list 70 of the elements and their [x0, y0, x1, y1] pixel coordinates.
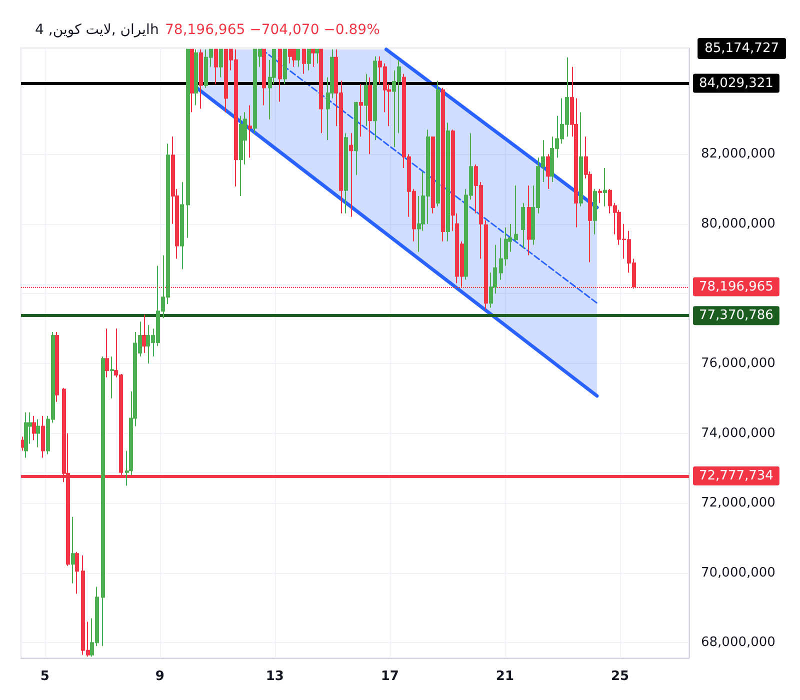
x-tick-label: 21	[496, 669, 514, 684]
candlestick	[446, 122, 450, 242]
candlestick	[579, 112, 583, 207]
candlestick	[593, 188, 597, 235]
candlestick	[302, 48, 306, 74]
x-tick-label: 17	[380, 669, 399, 684]
candlestick	[431, 136, 435, 214]
candlestick	[315, 48, 319, 64]
candlestick	[292, 48, 296, 68]
candlestick	[319, 48, 323, 134]
candlestick	[186, 48, 190, 238]
candlestick	[373, 56, 377, 141]
x-tick-label: 25	[610, 669, 630, 684]
text: 85,174,727	[704, 41, 780, 56]
chart-title: ایران ,لایت کوین, 4h	[35, 22, 159, 38]
candlestick	[441, 87, 445, 242]
candlestick	[194, 48, 198, 106]
candlestick	[527, 184, 531, 256]
candlestick	[278, 48, 282, 102]
candlestick	[349, 132, 353, 218]
candlestick	[288, 48, 292, 64]
y-tick-label: 80,000,000	[701, 216, 776, 232]
y-tick-label: 68,000,000	[701, 635, 776, 650]
candlestick	[248, 104, 252, 158]
ref-line-label: 72,777,734	[699, 468, 774, 484]
ref-line-label: 77,370,786	[699, 308, 774, 324]
candlestick	[219, 48, 223, 78]
y-tick-label: 76,000,000	[701, 356, 776, 371]
x-tick-label: 5	[40, 669, 50, 684]
candlestick	[296, 48, 300, 68]
candlestick	[307, 48, 311, 71]
candlestick	[101, 356, 105, 647]
candlestick	[521, 202, 525, 249]
candlestick	[55, 332, 59, 402]
candlestick	[41, 415, 45, 458]
candlestick	[364, 73, 368, 127]
candlestick	[368, 76, 372, 155]
candlestick	[180, 182, 184, 270]
candlestick	[142, 314, 146, 354]
candlestick	[32, 415, 36, 441]
ref-line-label: 78,196,965	[699, 279, 774, 294]
candlestick	[36, 418, 40, 448]
y-tick-label: 82,000,000	[701, 146, 776, 162]
y-tick-label: 70,000,000	[701, 565, 776, 580]
candlestick	[546, 154, 550, 190]
candlestick	[71, 516, 75, 584]
candlestick	[359, 84, 363, 138]
candlestick	[214, 48, 218, 85]
candlestick	[239, 115, 243, 196]
candlestick	[190, 48, 194, 113]
candlestick	[105, 328, 109, 378]
x-tick-label: 9	[155, 669, 164, 684]
candlestick	[199, 48, 203, 110]
candlestick	[262, 48, 266, 106]
candlestick	[603, 168, 607, 207]
candlestick	[354, 101, 358, 176]
y-tick-label: 72,000,000	[701, 496, 776, 511]
y-tick-label: 74,000,000	[701, 426, 776, 441]
x-tick-label: 13	[266, 669, 284, 684]
candlestick	[436, 80, 440, 207]
candlestick	[514, 184, 518, 242]
candlestick	[311, 48, 315, 68]
chart-subtitle: 78,196,965 −704,070 −0.89%	[165, 22, 380, 38]
candlestick	[110, 356, 114, 399]
candlestick	[24, 412, 28, 458]
candlestick	[283, 48, 287, 85]
candlestick	[598, 188, 602, 204]
candlestick	[75, 551, 79, 594]
candlestick	[344, 132, 348, 214]
ref-line-label: 84,029,321	[699, 76, 774, 91]
